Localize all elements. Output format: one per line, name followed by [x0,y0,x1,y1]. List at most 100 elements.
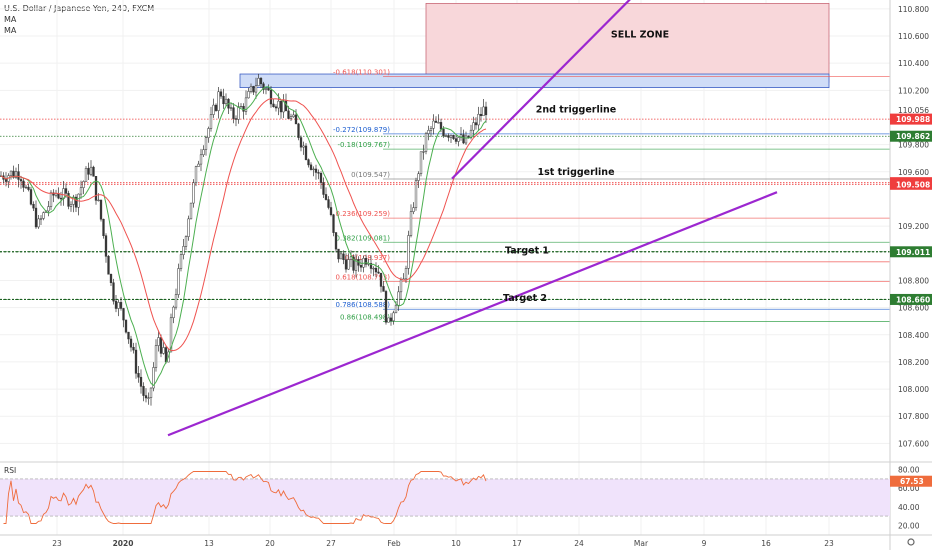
fib-level-label: -0.272(109.879) [333,126,390,134]
x-tick-label: 9 [702,539,707,548]
price-axis [890,0,932,550]
candle-body [387,317,390,323]
candle-body [377,271,380,274]
fib-level-label: 0.5(108.937) [344,254,390,262]
candle-body [462,134,465,144]
candle-body [84,168,88,182]
candle-body [32,203,35,209]
candle-body [219,91,223,97]
candle-body [27,186,30,190]
candle-body [134,349,138,374]
gear-icon[interactable] [907,538,915,546]
candle-body [39,218,43,220]
candle-body [334,232,338,250]
candle-body [104,235,108,257]
candle-body [29,189,33,205]
candle-body [9,170,13,176]
candle-body [267,88,270,91]
candle-body [412,207,415,212]
y-tick-label: 107.600 [898,439,929,448]
candle-body [107,256,110,275]
rsi-label: RSI [4,466,16,475]
candle-body [309,164,313,170]
rsi-tick-label: 40.00 [898,503,920,512]
candle-body [322,182,325,195]
candle-body [272,103,275,108]
candle-body [79,187,83,195]
candle-body [234,118,238,120]
candle-body [479,113,483,117]
candle-body [399,279,403,293]
price-badge [890,130,932,142]
rsi-tick-label: 80.00 [898,466,920,475]
candle-body [304,145,308,160]
candle-body [242,106,245,112]
y-tick-label: 109.200 [898,222,929,231]
candle-body [342,253,345,260]
candle-body [14,171,18,178]
candle-body [369,263,373,269]
candle-body [292,114,295,117]
trendline-support [167,191,778,437]
candle-body [337,248,340,260]
candle-body [92,166,95,177]
candle-body [169,317,173,353]
candle-body [384,291,388,323]
x-tick-label: 20 [265,539,275,548]
candle-body [409,211,413,236]
trendline-steep [451,0,631,180]
price-badge [890,113,932,125]
candle-body [289,116,293,119]
candle-body [279,100,283,113]
candle-body [214,104,218,111]
candle-body [407,235,410,269]
candle-body [244,97,248,112]
candle-body [194,166,198,184]
rsi-tick-label: 60.00 [898,484,920,493]
candle-body [312,168,315,171]
candle-body [419,151,423,175]
candle-body [404,268,408,280]
rsi-value-label: 67.53 [900,477,924,486]
candle-body [12,170,15,178]
candle-body [422,151,425,153]
candle-body [394,304,398,314]
candle-body [392,312,395,322]
candle-body [332,214,335,233]
chart-annotation: SELL ZONE [611,30,669,41]
candle-body [457,137,460,142]
candle-body [347,259,350,270]
fib-level-label: 0.86(108.498) [340,313,390,321]
candle-body [452,135,455,139]
rsi-line [3,471,487,525]
candle-body [364,258,368,265]
candle-body [239,106,243,108]
candle-body [42,212,45,219]
candle-body [379,272,383,287]
x-tick-label: 16 [761,539,771,548]
candle-body [482,106,485,117]
candle-body [112,282,115,302]
candle-body [307,159,310,166]
ma-fast-line [0,86,487,387]
candle-body [302,145,305,148]
candle-body [47,206,50,212]
fib-level-label: 0.618(108.793) [336,273,391,281]
candle-body [297,123,300,138]
candle-body [434,120,438,123]
candle-body [269,89,273,105]
candle-body [187,218,190,237]
candle-body [129,338,133,348]
candle-body [372,267,375,270]
y-tick-label: 108.600 [898,304,929,313]
candle-body [144,395,148,399]
candle-body [354,259,358,271]
candle-body [327,199,330,208]
candle-body [122,308,125,321]
y-tick-label: 108.800 [898,276,929,285]
candle-body [137,373,140,378]
fib-level-label: 0.382(109.081) [336,234,391,242]
fib-level-label: 0(109.547) [351,171,390,179]
fib-level-label: 0.786(108.588) [336,301,391,309]
